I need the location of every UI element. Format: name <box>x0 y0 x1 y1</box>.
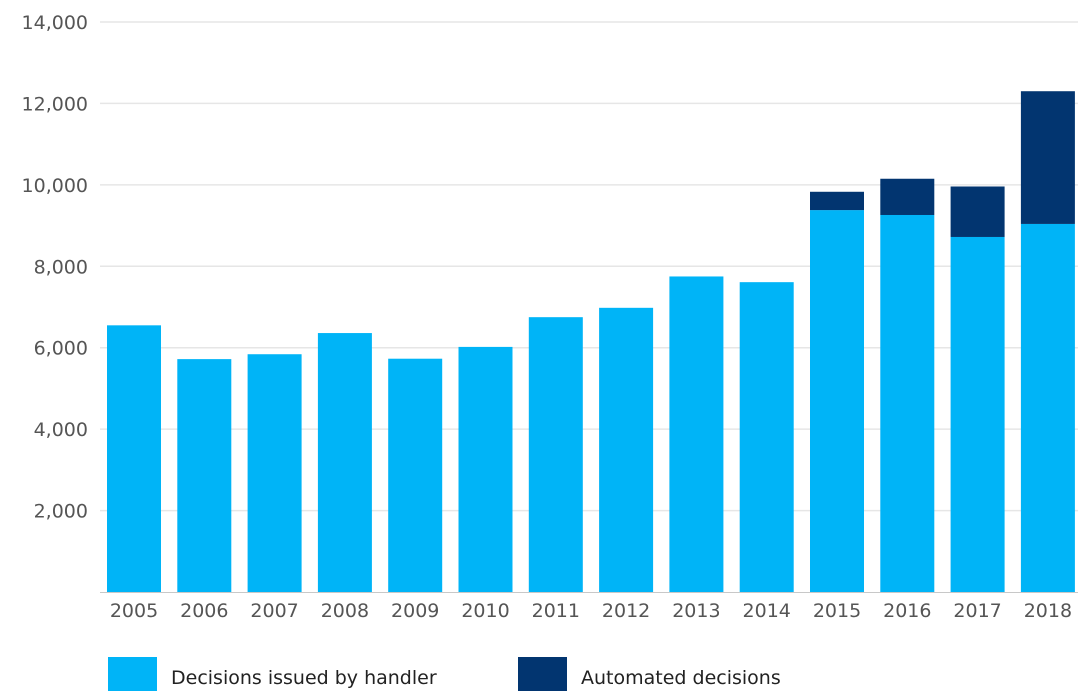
legend-label-automated: Automated decisions <box>581 667 781 689</box>
x-tick-label-2008: 2008 <box>321 600 369 622</box>
x-tick-label-2006: 2006 <box>180 600 228 622</box>
y-tick-label: 6,000 <box>34 338 88 360</box>
bar-handler-2012 <box>599 307 654 592</box>
y-tick-label: 8,000 <box>34 256 88 278</box>
legend-swatch-handler <box>108 657 157 691</box>
legend-label-handler: Decisions issued by handler <box>171 667 437 689</box>
y-tick-label: 10,000 <box>22 175 88 197</box>
bar-automated-2018 <box>1020 91 1075 224</box>
x-tick-label-2018: 2018 <box>1024 600 1072 622</box>
y-tick-label: 2,000 <box>34 501 88 523</box>
x-tick-label-2007: 2007 <box>250 600 298 622</box>
bar-handler-2005 <box>107 325 161 592</box>
bar-automated-2017 <box>950 186 1005 237</box>
x-tick-label-2013: 2013 <box>672 600 720 622</box>
bar-handler-2010 <box>458 346 513 592</box>
x-tick-label-2017: 2017 <box>953 600 1001 622</box>
bar-handler-2018 <box>1020 223 1075 592</box>
x-tick-label-2016: 2016 <box>883 600 931 622</box>
bar-automated-2016 <box>880 178 935 215</box>
bar-handler-2009 <box>388 358 443 592</box>
y-axis-tick-labels: 2,000 4,000 6,000 8,000 10,000 12,000 14,000 <box>22 12 88 523</box>
x-tick-label-2011: 2011 <box>532 600 580 622</box>
legend-item-handler: Decisions issued by handler <box>108 657 437 691</box>
bar-automated-2015 <box>810 191 864 211</box>
y-tick-label: 12,000 <box>22 93 88 115</box>
legend-swatch-automated <box>518 657 567 691</box>
x-tick-label-2010: 2010 <box>461 600 509 622</box>
bar-handler-2017 <box>950 236 1005 592</box>
x-tick-label-2005: 2005 <box>110 600 158 622</box>
bar-handler-2008 <box>317 333 372 592</box>
y-tick-label: 14,000 <box>22 12 88 34</box>
legend: Decisions issued by handler Automated de… <box>108 657 781 691</box>
bar-handler-2006 <box>177 359 232 592</box>
x-tick-label-2014: 2014 <box>743 600 791 622</box>
y-tick-label: 4,000 <box>34 419 88 441</box>
bar-handler-2013 <box>669 276 724 592</box>
bar-handler-2011 <box>528 317 583 592</box>
legend-item-automated: Automated decisions <box>518 657 781 691</box>
bar-handler-2016 <box>880 214 935 592</box>
x-tick-label-2009: 2009 <box>391 600 439 622</box>
bar-handler-2015 <box>810 210 864 592</box>
x-tick-label-2012: 2012 <box>602 600 650 622</box>
x-axis-tick-labels: 2005 2006 2007 2008 2009 2010 2011 2012 2013 2014… <box>110 600 1072 622</box>
bars <box>107 91 1075 592</box>
bar-handler-2014 <box>739 282 794 592</box>
bar-handler-2007 <box>247 354 302 592</box>
x-tick-label-2015: 2015 <box>813 600 861 622</box>
